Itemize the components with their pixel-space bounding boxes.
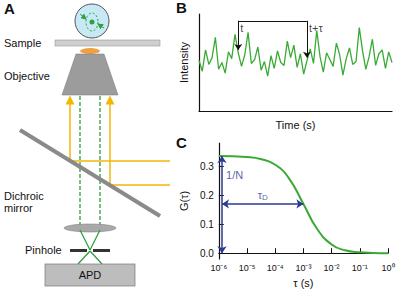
svg-text:τ: τ: [257, 188, 262, 201]
svg-text:Intensity: Intensity: [178, 42, 190, 83]
svg-text:0.2: 0.2: [200, 190, 214, 201]
svg-text:0.1: 0.1: [200, 219, 214, 230]
svg-text:Objective: Objective: [4, 70, 50, 82]
svg-text:D: D: [262, 193, 268, 202]
svg-text:10⁻⁴: 10⁻⁴: [267, 263, 284, 273]
svg-text:0.3: 0.3: [200, 161, 214, 172]
svg-text:G(τ): G(τ): [178, 191, 190, 211]
svg-text:10⁻²: 10⁻²: [324, 263, 340, 273]
svg-text:t+τ: t+τ: [308, 22, 323, 35]
svg-text:B: B: [176, 0, 187, 16]
svg-text:A: A: [4, 0, 15, 17]
svg-text:t: t: [240, 22, 243, 34]
svg-text:Dichroic: Dichroic: [4, 190, 44, 202]
svg-text:Pinhole: Pinhole: [25, 244, 62, 256]
svg-text:C: C: [176, 135, 187, 151]
svg-text:10⁻¹: 10⁻¹: [352, 263, 368, 273]
svg-text:10⁻⁶: 10⁻⁶: [210, 263, 227, 273]
svg-text:0.0: 0.0: [200, 248, 214, 259]
svg-text:Sample: Sample: [4, 37, 41, 49]
svg-text:1/N: 1/N: [226, 169, 243, 181]
svg-text:τ (s): τ (s): [293, 277, 313, 289]
svg-text:10⁻⁵: 10⁻⁵: [239, 263, 256, 273]
svg-text:APD: APD: [79, 269, 102, 281]
svg-text:10⁻³: 10⁻³: [295, 263, 311, 273]
svg-text:Time (s): Time (s): [276, 119, 316, 131]
svg-text:mirror: mirror: [4, 202, 33, 214]
svg-text:10⁰: 10⁰: [381, 263, 394, 273]
